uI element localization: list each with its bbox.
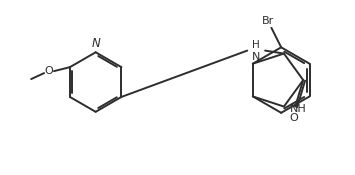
- Text: N: N: [91, 37, 100, 50]
- Text: NH: NH: [290, 104, 307, 114]
- Text: O: O: [45, 66, 53, 76]
- Text: N: N: [252, 52, 260, 62]
- Text: H: H: [252, 40, 260, 50]
- Text: O: O: [290, 113, 299, 123]
- Text: Br: Br: [262, 16, 274, 26]
